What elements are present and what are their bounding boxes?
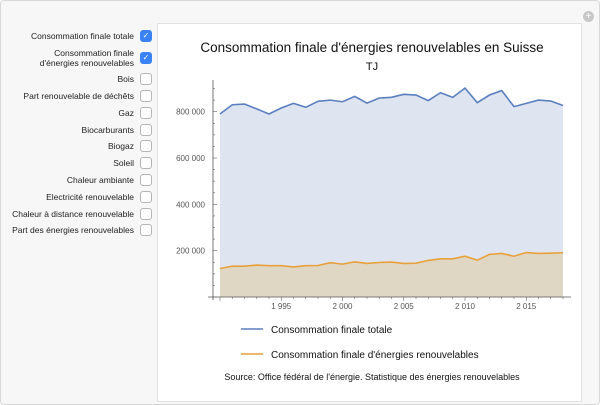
checkbox-label: Chaleur ambiante bbox=[66, 174, 134, 185]
checkbox-row[interactable]: Soleil bbox=[0, 155, 152, 172]
series-area-1 bbox=[220, 252, 563, 297]
y-tick-label: 400 000 bbox=[176, 200, 205, 209]
checkbox-row[interactable]: Electricité renouvelable bbox=[0, 188, 152, 205]
plus-icon[interactable]: + bbox=[583, 11, 594, 22]
checkbox-row[interactable]: Biocarburants bbox=[0, 121, 152, 138]
x-tick-label: 2 000 bbox=[332, 302, 353, 311]
checkbox-row[interactable]: Chaleur ambiante bbox=[0, 172, 152, 189]
checkbox[interactable] bbox=[140, 224, 152, 237]
series-line-1 bbox=[219, 251, 564, 270]
checkbox[interactable] bbox=[140, 106, 152, 119]
checkbox[interactable] bbox=[140, 157, 152, 170]
checkbox-label: Bois bbox=[117, 74, 134, 85]
checkbox[interactable] bbox=[140, 89, 152, 102]
checkbox-row[interactable]: Part des énergies renouvelables bbox=[0, 222, 152, 239]
checkbox-label: Biocarburants bbox=[81, 124, 134, 135]
checkbox-label: Part renouvelable de déchêts bbox=[23, 90, 134, 101]
checkbox-row[interactable]: Gaz bbox=[0, 104, 152, 121]
y-tick-label: 800 000 bbox=[176, 108, 205, 117]
checkbox-label: Chaleur à distance renouvelable bbox=[12, 208, 134, 219]
series-line-0 bbox=[219, 86, 564, 115]
checkbox-row[interactable]: Consommation finale d'énergies renouvela… bbox=[0, 45, 152, 71]
checkbox-label: Consommation finale d'énergies renouvela… bbox=[39, 47, 134, 68]
chart-subtitle: TJ bbox=[366, 61, 378, 73]
checkbox-label: Consommation finale totale bbox=[30, 31, 134, 42]
checkbox[interactable]: ✓ bbox=[140, 51, 152, 64]
checkbox-row[interactable]: Bois bbox=[0, 71, 152, 88]
checkbox-row[interactable]: Chaleur à distance renouvelable bbox=[0, 205, 152, 222]
checkbox-label: Gaz bbox=[118, 107, 134, 118]
y-tick-label: 600 000 bbox=[176, 154, 205, 163]
x-tick-label: 2 010 bbox=[455, 302, 476, 311]
legend-label: Consommation finale totale bbox=[271, 325, 393, 336]
checkbox-row[interactable]: Consommation finale totale ✓ bbox=[0, 28, 152, 45]
checkbox-label: Soleil bbox=[113, 158, 134, 169]
checkbox-label: Biogaz bbox=[108, 141, 134, 152]
checkbox[interactable] bbox=[140, 207, 152, 220]
legend-label: Consommation finale d'énergies renouvela… bbox=[271, 350, 479, 361]
checkbox[interactable] bbox=[140, 123, 152, 136]
x-tick-label: 2 015 bbox=[516, 302, 537, 311]
chart-title: Consommation finale d'énergies renouvela… bbox=[200, 40, 543, 55]
x-tick-label: 2 005 bbox=[394, 302, 415, 311]
checkbox[interactable] bbox=[140, 140, 152, 153]
checkbox[interactable] bbox=[140, 73, 152, 86]
series-area-0 bbox=[220, 88, 563, 297]
checkbox-row[interactable]: Part renouvelable de déchêts bbox=[0, 88, 152, 105]
y-tick-label: 200 000 bbox=[176, 247, 205, 256]
checkbox-label: Electricité renouvelable bbox=[46, 191, 134, 202]
checkbox[interactable] bbox=[140, 173, 152, 186]
series-controls: Consommation finale totale ✓ Consommation … bbox=[0, 28, 152, 239]
x-tick-label: 1 995 bbox=[271, 302, 292, 311]
checkbox[interactable]: ✓ bbox=[140, 30, 152, 43]
checkbox[interactable] bbox=[140, 190, 152, 203]
checkbox-row[interactable]: Biogaz bbox=[0, 138, 152, 155]
checkbox-label: Part des énergies renouvelables bbox=[12, 225, 134, 236]
chart-source: Source: Office fédéral de l'énergie. Sta… bbox=[224, 372, 520, 382]
